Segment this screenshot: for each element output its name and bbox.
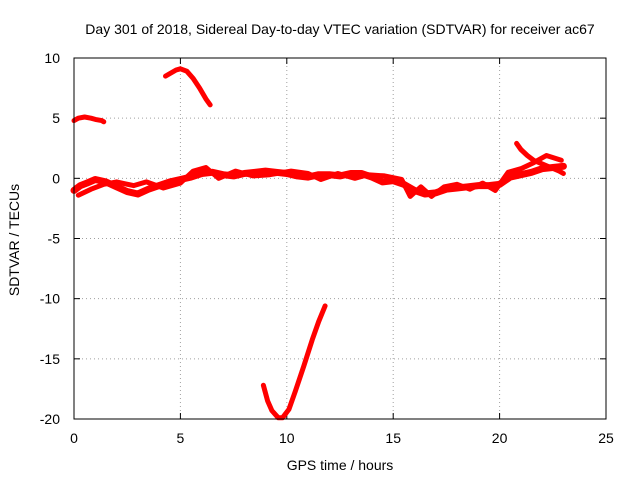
y-tick-label: -10	[40, 291, 60, 307]
y-tick-label: -20	[40, 411, 60, 427]
x-tick-label: 5	[177, 430, 185, 446]
y-tick-label: -15	[40, 351, 60, 367]
plot-frame	[73, 57, 607, 420]
series-arc-late	[514, 140, 566, 176]
x-tick-label: 15	[385, 430, 401, 446]
series-arc-high	[163, 66, 213, 108]
y-tick-label: 0	[52, 170, 60, 186]
y-tick-label: 5	[52, 110, 60, 126]
x-axis-label: GPS time / hours	[287, 457, 394, 473]
grid	[74, 58, 606, 419]
chart-title: Day 301 of 2018, Sidereal Day-to-day VTE…	[85, 21, 595, 37]
y-tick-label: 10	[44, 50, 60, 66]
x-tick-label: 10	[279, 430, 295, 446]
y-tick-labels: -20 -15 -10 -5 0 5 10	[40, 50, 60, 427]
series-arc-early	[71, 114, 107, 125]
x-tick-label: 25	[598, 430, 614, 446]
series-layer	[70, 66, 567, 421]
y-axis-label: SDTVAR / TECUs	[6, 184, 22, 296]
series-band-secondary	[75, 153, 564, 199]
x-tick-label: 0	[70, 430, 78, 446]
y-tick-label: -5	[48, 231, 61, 247]
series-arc-low	[260, 303, 328, 421]
x-tick-label: 20	[492, 430, 508, 446]
x-tick-labels: 0 5 10 15 20 25	[70, 430, 614, 446]
